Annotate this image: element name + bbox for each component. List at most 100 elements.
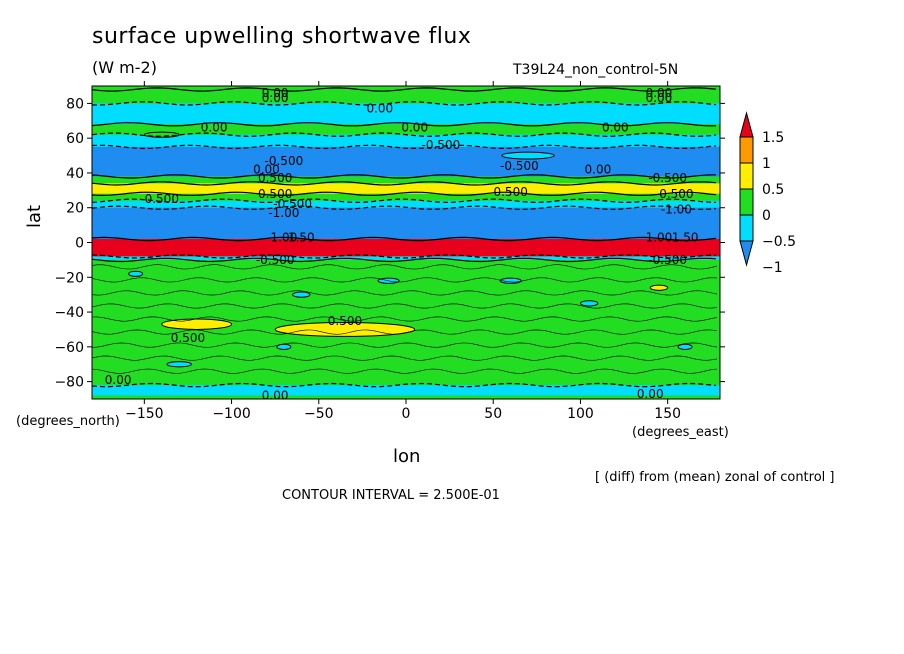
contour-label-32: 0.00 <box>637 387 664 401</box>
zonal-band-0 <box>92 89 720 104</box>
contour-line-11 <box>91 254 717 259</box>
anomaly-patch-10 <box>166 361 192 368</box>
contour-line-5 <box>91 174 717 179</box>
contour-line-south-1 <box>91 277 718 283</box>
contour-line-6 <box>91 181 717 186</box>
colorbar-label-1: 1 <box>762 156 771 172</box>
zonal-band-7 <box>92 193 720 201</box>
contour-line-9 <box>91 205 717 210</box>
zonal-band-5 <box>92 176 720 184</box>
contour-label-26: -0.500 <box>256 253 295 267</box>
zonal-band-6 <box>92 183 720 194</box>
zonal-band-1 <box>92 103 720 125</box>
y-tick-label-8: 80 <box>66 96 84 112</box>
x-axis-label: lon <box>393 446 421 467</box>
colorbar-segment-4 <box>739 214 754 242</box>
colorbar-label-3: 0 <box>762 208 771 224</box>
contour-label-13: 0.00 <box>253 162 280 176</box>
contour-label-9: -0.500 <box>265 154 304 168</box>
colorbar: 1.5 1 0.5 0 −0.5 −1 <box>739 111 796 276</box>
colorbar-segment-2 <box>739 162 754 190</box>
y-tick-label-0: −80 <box>54 375 84 391</box>
contour-line-13 <box>91 382 717 388</box>
contour-label-10: -0.500 <box>500 159 539 173</box>
contour-line-2 <box>91 122 716 127</box>
contour-interval-label: CONTOUR INTERVAL = 2.500E-01 <box>282 488 500 503</box>
anomaly-patch-7 <box>649 284 669 291</box>
x-tick-label-1: −100 <box>212 406 250 422</box>
contour-label-28: 0.500 <box>328 314 362 328</box>
contour-line-1 <box>91 101 717 106</box>
zonal-band-2 <box>92 124 720 135</box>
x-tick-label-6: 150 <box>654 406 681 422</box>
colorbar-label-4: −0.5 <box>762 234 796 250</box>
contour-line-south-3 <box>91 303 718 309</box>
units-label: (W m-2) <box>92 58 157 77</box>
contour-label-21: -1.00 <box>661 202 692 216</box>
colorbar-label-0: 1.5 <box>762 130 784 146</box>
plot-area: 0.000.00 0.000.000.000.00 0.00 0.00-0.500-0… <box>91 86 720 403</box>
contour-label-12: 0.00 <box>585 162 612 176</box>
contour-label-14: 0.500 <box>258 171 292 185</box>
anomaly-patch-2 <box>128 270 144 277</box>
contour-label-20: -1.00 <box>268 206 299 220</box>
contour-label-15: 0.500 <box>145 192 179 206</box>
diff-note: [ (diff) from (mean) zonal of control ] <box>595 470 835 485</box>
contour-label-24: 1.00 <box>646 230 673 244</box>
zonal-band-10 <box>92 239 720 257</box>
contour-label-7: 0.00 <box>602 121 629 135</box>
x-tick-label-2: −50 <box>304 406 334 422</box>
anomaly-patch-11 <box>143 131 180 138</box>
colorbar-segment-3 <box>739 188 754 216</box>
x-tick-label-3: 0 <box>402 406 411 422</box>
contour-label-6: 0.00 <box>401 121 428 135</box>
contour-label-25: 1.50 <box>672 230 699 244</box>
x-tick-label-4: 50 <box>484 406 502 422</box>
chart-title: surface upwelling shortwave flux <box>92 24 472 49</box>
anomaly-patch-3 <box>292 291 311 298</box>
contour-label-4: 0.00 <box>366 102 393 116</box>
contour-label-0: 0.00 <box>262 86 289 100</box>
colorbar-bottom-arrow <box>739 240 754 267</box>
contour-line-4 <box>91 144 717 150</box>
contour-label-8: -0.500 <box>422 138 461 152</box>
contour-line-south-5 <box>91 329 718 335</box>
y-tick-label-3: −20 <box>54 270 84 286</box>
contour-label-11: -0.500 <box>648 171 687 185</box>
anomaly-patch-6 <box>579 300 599 307</box>
contour-line-south-6 <box>91 342 718 348</box>
y-tick-label-5: 20 <box>66 201 84 217</box>
contour-label-27: -0.500 <box>648 253 687 267</box>
x-tick-label-5: 100 <box>567 406 594 422</box>
contour-label-18: 0.500 <box>659 187 693 201</box>
x-tick-label-0: −150 <box>125 406 163 422</box>
contour-line-0 <box>91 87 717 92</box>
contour-label-29: 0.500 <box>171 331 205 345</box>
y-tick-label-1: −60 <box>54 340 84 356</box>
zonal-band-4 <box>92 146 720 177</box>
anomaly-patch-1 <box>274 321 416 337</box>
contour-line-10 <box>91 236 717 242</box>
colorbar-segment-1 <box>739 136 754 164</box>
contour-line-12 <box>91 257 717 263</box>
contour-line-south-8 <box>91 368 718 374</box>
y-tick-label-4: 0 <box>75 236 84 252</box>
zonal-band-9 <box>92 207 720 240</box>
contour-label-19: -0.500 <box>273 197 312 211</box>
contour-line-south-7 <box>91 355 718 361</box>
zonal-band-3 <box>92 134 720 147</box>
contour-label-31: 0.00 <box>262 389 289 403</box>
contour-line-south-4 <box>91 316 718 322</box>
anomaly-patch-12 <box>501 151 555 160</box>
anomaly-patch-0 <box>161 318 233 330</box>
zonal-band-13 <box>92 385 720 396</box>
contour-label-2: 0.00 <box>646 86 673 100</box>
contour-line-south-0 <box>91 264 718 270</box>
contour-label-23: 1.50 <box>288 230 315 244</box>
anomaly-patch-9 <box>677 343 693 350</box>
contour-label-1: 0.00 <box>262 91 289 105</box>
y-tick-label-7: 60 <box>66 131 84 147</box>
axes: −150 −100 −50 0 50 100 150 −80 −60 −40 −20 0 20 40 60 8… <box>54 81 725 422</box>
contour-label-30: 0.00 <box>105 373 132 387</box>
x-unit-label: (degrees_east) <box>632 425 729 440</box>
